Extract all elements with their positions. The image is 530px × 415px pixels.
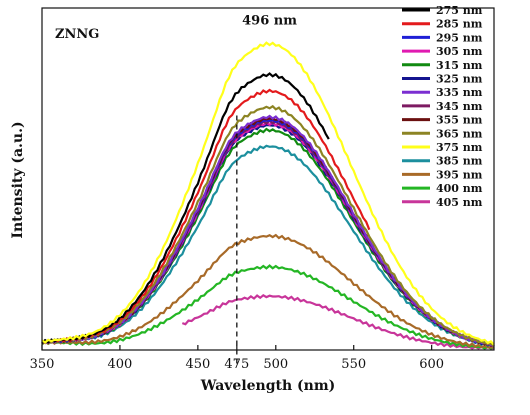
legend-label-405nm: 405 nm [436,196,483,209]
legend-label-385nm: 385 nm [436,155,483,168]
legend-label-355nm: 355 nm [436,114,483,127]
legend-label-395nm: 395 nm [436,168,483,181]
x-tick-label-550: 550 [341,357,366,372]
x-tick-label-475: 475 [224,357,249,372]
x-axis-ticks: 350 400 450 475 500 550 600 [30,345,444,372]
series-line-295nm [41,118,495,347]
legend-label-315nm: 315 nm [436,59,483,72]
y-axis-title: Intensity (a.u.) [10,121,26,238]
series-line-335nm [41,114,495,347]
peak-annotation: 496 nm [242,13,297,28]
legend-label-285nm: 285 nm [436,18,483,31]
legend-label-335nm: 335 nm [436,86,483,99]
series-line-275nm [41,72,330,344]
legend-label-365nm: 365 nm [436,127,483,140]
x-tick-label-600: 600 [419,357,444,372]
chart-title: ZNNG [55,27,99,42]
x-tick-label-350: 350 [30,357,55,372]
x-axis-title: Wavelength (nm) [200,378,336,394]
series-line-405nm [181,293,495,350]
legend-label-295nm: 295 nm [436,31,483,44]
series-line-395nm [41,233,495,349]
series-lines [41,41,495,350]
plot-frame [41,7,495,351]
legend-label-400nm: 400 nm [436,182,483,195]
x-tick-label-500: 500 [263,357,288,372]
series-line-375nm [41,41,495,346]
series-line-355nm [41,117,495,347]
x-tick-label-400: 400 [108,357,133,372]
legend-label-325nm: 325 nm [436,73,483,86]
legend-label-275nm: 275 nm [436,4,483,17]
series-line-400nm [41,264,495,350]
legend-label-345nm: 345 nm [436,100,483,113]
series-line-365nm [41,104,495,347]
x-tick-label-450: 450 [185,357,210,372]
legend-label-305nm: 305 nm [436,45,483,58]
legend-label-375nm: 375 nm [436,141,483,154]
